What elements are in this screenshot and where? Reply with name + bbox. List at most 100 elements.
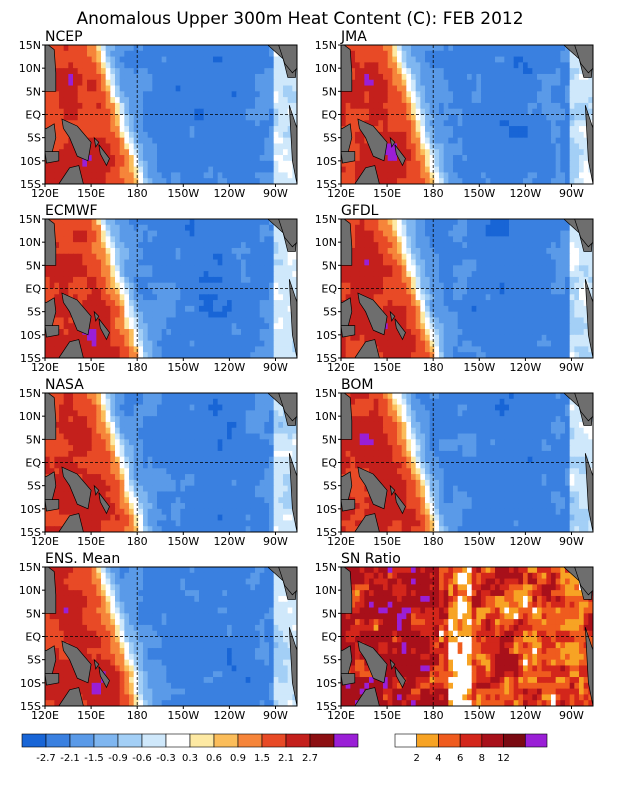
heatmap-cell: [59, 224, 65, 232]
heatmap-cell: [541, 247, 547, 255]
heatmap-cell: [457, 276, 463, 284]
heatmap-cell: [541, 178, 547, 184]
heatmap-cell: [518, 143, 524, 150]
heatmap-cell: [157, 340, 163, 348]
heatmap-cell: [429, 276, 435, 284]
heatmap-cell: [541, 172, 547, 179]
heatmap-cell: [73, 114, 79, 121]
heatmap-cell: [537, 91, 543, 98]
heatmap-cell: [77, 276, 83, 284]
heatmap-cell: [138, 73, 144, 81]
heatmap-cell: [485, 288, 491, 295]
heatmap-cell: [203, 160, 209, 168]
y-tick-label: EQ: [321, 109, 337, 122]
heatmap-cell: [411, 317, 417, 324]
heatmap-cell: [565, 68, 571, 75]
heatmap-cell: [157, 265, 163, 272]
heatmap-cell: [105, 300, 111, 307]
heatmap-cell: [476, 236, 482, 243]
heatmap-cell: [415, 288, 421, 295]
heatmap-cell: [129, 166, 135, 174]
heatmap-cell: [194, 300, 200, 307]
heatmap-cell: [278, 334, 284, 342]
heatmap-cell: [537, 236, 543, 243]
heatmap-cell: [457, 108, 463, 116]
heatmap-cell: [259, 224, 265, 232]
heatmap-cell: [448, 305, 454, 313]
heatmap-cell: [87, 352, 93, 358]
heatmap-cell: [245, 155, 251, 162]
heatmap-cell: [287, 85, 293, 92]
heatmap-cell: [231, 294, 237, 301]
heatmap-cell: [180, 120, 186, 127]
heatmap-cell: [518, 149, 524, 156]
heatmap-cell: [485, 143, 491, 150]
heatmap-cell: [467, 50, 473, 58]
heatmap-cell: [171, 300, 177, 307]
heatmap-cell: [259, 114, 265, 121]
heatmap-cell: [208, 172, 214, 179]
heatmap-cell: [203, 300, 209, 307]
heatmap-cell: [147, 311, 153, 319]
heatmap-cell: [523, 305, 529, 313]
heatmap-cell: [425, 166, 431, 174]
heatmap-cell: [203, 247, 209, 255]
heatmap-cell: [77, 155, 83, 162]
heatmap-cell: [68, 271, 74, 278]
heatmap-cell: [383, 79, 389, 87]
heatmap-cell: [537, 178, 543, 184]
heatmap-cell: [245, 45, 251, 52]
heatmap-cell: [185, 73, 191, 81]
heatmap-cell: [255, 329, 261, 336]
heatmap-cell: [476, 126, 482, 133]
heatmap-cell: [425, 143, 431, 150]
heatmap-cell: [537, 276, 543, 284]
heatmap-cell: [185, 108, 191, 116]
figure-title: Anomalous Upper 300m Heat Content (C): F…: [76, 9, 523, 29]
heatmap-cell: [387, 120, 393, 127]
heatmap-cell: [54, 311, 60, 319]
heatmap-cell: [509, 85, 515, 92]
heatmap-cell: [392, 126, 398, 133]
heatmap-cell: [194, 126, 200, 133]
heatmap-cell: [565, 230, 571, 237]
heatmap-cell: [504, 131, 510, 139]
heatmap-cell: [392, 131, 398, 139]
heatmap-cell: [383, 265, 389, 272]
heatmap-cell: [495, 230, 501, 237]
heatmap-cell: [175, 276, 181, 284]
heatmap-cell: [273, 166, 279, 174]
heatmap-cell: [77, 91, 83, 98]
heatmap-cell: [369, 68, 375, 75]
heatmap-cell: [350, 265, 356, 272]
heatmap-cell: [175, 131, 181, 139]
heatmap-cell: [513, 230, 519, 237]
heatmap-cell: [54, 253, 60, 261]
heatmap-cell: [96, 340, 102, 348]
heatmap-cell: [283, 79, 289, 87]
heatmap-cell: [54, 108, 60, 116]
heatmap-cell: [569, 79, 575, 87]
heatmap-cell: [429, 126, 435, 133]
heatmap-cell: [532, 219, 538, 226]
heatmap-cell: [213, 91, 219, 98]
heatmap-cell: [555, 230, 561, 237]
heatmap-cell: [429, 253, 435, 261]
heatmap-cell: [560, 247, 566, 255]
heatmap-cell: [387, 288, 393, 295]
heatmap-cell: [504, 172, 510, 179]
heatmap-cell: [63, 108, 69, 116]
heatmap-cell: [101, 230, 107, 237]
heatmap-cell: [527, 311, 533, 319]
heatmap-cell: [462, 230, 468, 237]
heatmap-cell: [133, 276, 139, 284]
heatmap-cell: [180, 317, 186, 324]
heatmap-cell: [411, 224, 417, 232]
heatmap-cell: [227, 276, 233, 284]
heatmap-cell: [227, 288, 233, 295]
heatmap-cell: [369, 224, 375, 232]
heatmap-cell: [448, 236, 454, 243]
heatmap-cell: [96, 155, 102, 162]
heatmap-cell: [45, 346, 51, 353]
heatmap-cell: [152, 114, 158, 121]
